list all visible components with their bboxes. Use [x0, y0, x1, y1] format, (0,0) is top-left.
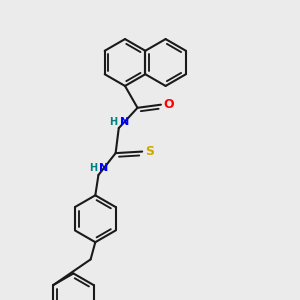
Text: H: H [109, 117, 117, 127]
Text: S: S [145, 145, 154, 158]
Text: H: H [89, 164, 97, 173]
Text: N: N [120, 117, 129, 127]
Text: N: N [99, 164, 109, 173]
Text: O: O [164, 98, 174, 111]
